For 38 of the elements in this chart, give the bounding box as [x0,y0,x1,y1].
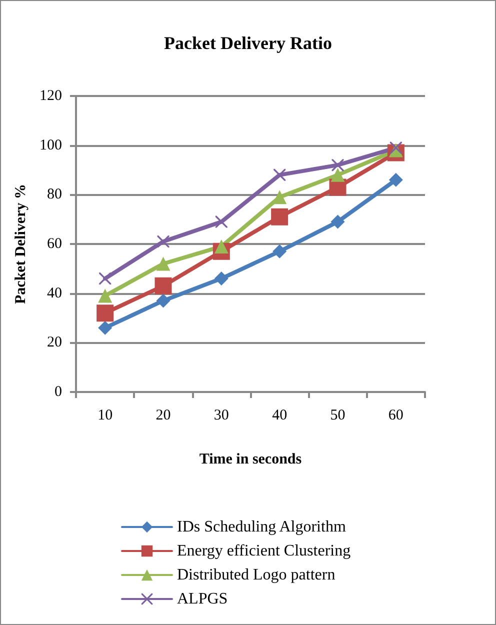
x-tick-label: 30 [214,408,229,424]
x-tick-label: 20 [156,408,171,424]
y-tick-label: 20 [47,334,62,351]
point [214,239,228,254]
legend-label: ALPGS [177,590,228,608]
x-tick-label: 40 [272,408,288,424]
legend-label: IDs Scheduling Algorithm [177,518,346,536]
y-tick-label: 40 [47,285,62,302]
point [156,256,170,271]
y-tick-label: 80 [47,186,62,203]
point [388,172,403,187]
x-tick-label: 50 [330,408,346,424]
point [99,272,112,285]
point [98,288,112,303]
point [271,208,288,226]
y-tick-label: 100 [40,137,62,154]
point [98,320,112,335]
point [274,168,286,181]
y-axis-title: Packet Delivery % [13,184,30,304]
point [272,190,287,204]
point [330,214,345,229]
legend-label: Energy efficient Clustering [177,542,351,560]
chart-title: Packet Delivery Ratio [164,33,332,53]
point [154,277,172,294]
x-axis-title: Time in seconds [199,452,302,468]
point [332,159,344,172]
x-tick-label: 10 [98,408,113,424]
point [330,168,345,182]
y-tick-label: 0 [54,384,62,400]
point [215,216,228,228]
point [214,272,228,286]
legend-label: Distributed Logo pattern [177,566,336,584]
point [156,294,170,308]
point [96,304,114,322]
y-tick-label: 120 [40,88,62,104]
y-tick-label: 60 [47,236,62,252]
point [272,244,287,258]
x-tick-label: 60 [388,408,404,424]
